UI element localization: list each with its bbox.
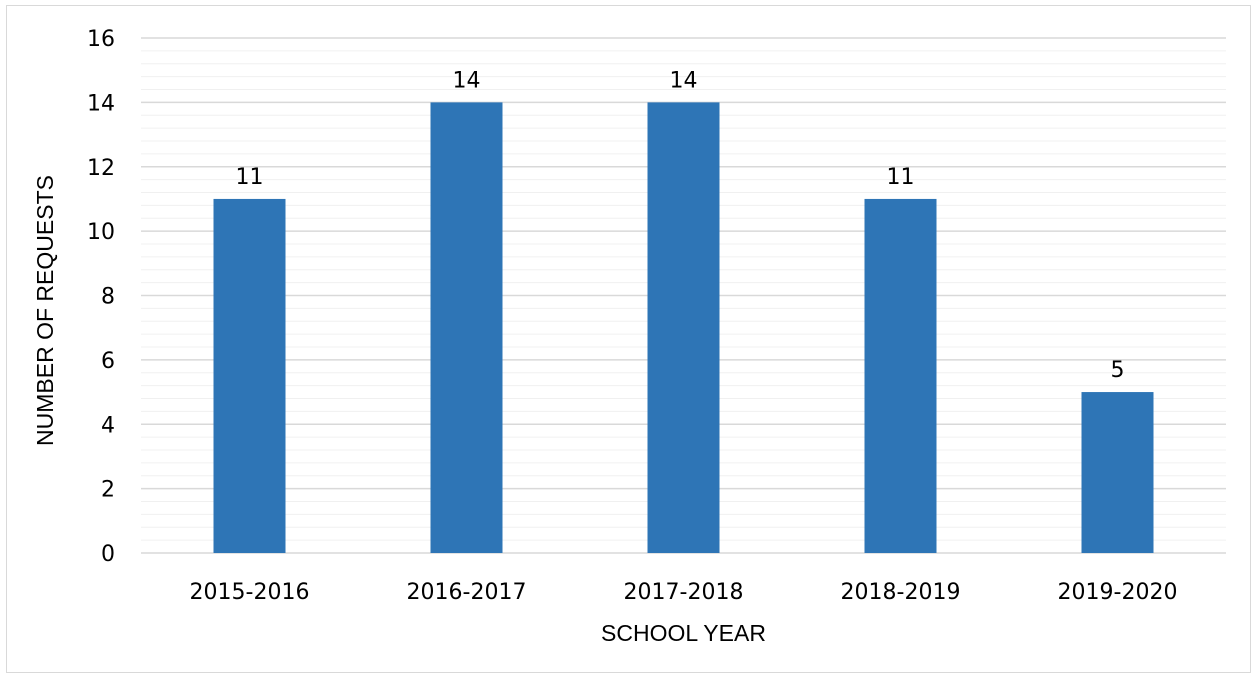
y-tick-label: 4 [101, 413, 115, 438]
bar-chart: 11 14 14 11 5 0 2 4 6 8 10 12 14 16 2015-2016 2016-20… [32, 27, 1226, 646]
bar [647, 102, 720, 553]
x-tick-label: 2016-2017 [407, 580, 527, 605]
y-axis-ticks: 0 2 4 6 8 10 12 14 16 [87, 27, 115, 567]
y-tick-label: 12 [87, 156, 115, 181]
y-tick-label: 0 [101, 542, 115, 567]
bar-value-label: 14 [670, 68, 698, 93]
data-labels: 11 14 14 11 5 [236, 68, 1125, 383]
y-axis-title: NUMBER OF REQUESTS [32, 175, 58, 446]
x-tick-label: 2017-2018 [624, 580, 744, 605]
x-tick-label: 2019-2020 [1058, 580, 1178, 605]
y-tick-label: 10 [87, 220, 115, 245]
x-tick-label: 2015-2016 [190, 580, 310, 605]
y-tick-label: 6 [101, 349, 115, 374]
bar-value-label: 11 [236, 165, 264, 190]
bar-value-label: 11 [887, 165, 915, 190]
x-axis-ticks: 2015-2016 2016-2017 2017-2018 2018-2019 2019… [190, 580, 1178, 605]
bar [430, 102, 503, 553]
x-tick-label: 2018-2019 [841, 580, 961, 605]
y-tick-label: 8 [101, 285, 115, 310]
bar [1081, 392, 1154, 553]
bar-value-label: 14 [453, 68, 481, 93]
bar [864, 198, 937, 553]
x-axis-title: SCHOOL YEAR [601, 620, 766, 646]
y-tick-label: 14 [87, 91, 115, 116]
bar-value-label: 5 [1111, 358, 1125, 383]
chart-frame: 11 14 14 11 5 0 2 4 6 8 10 12 14 16 2015-2016 2016-20… [6, 5, 1251, 673]
y-tick-label: 16 [87, 27, 115, 52]
y-tick-label: 2 [101, 478, 115, 503]
bars [213, 102, 1154, 553]
bar [213, 198, 286, 553]
